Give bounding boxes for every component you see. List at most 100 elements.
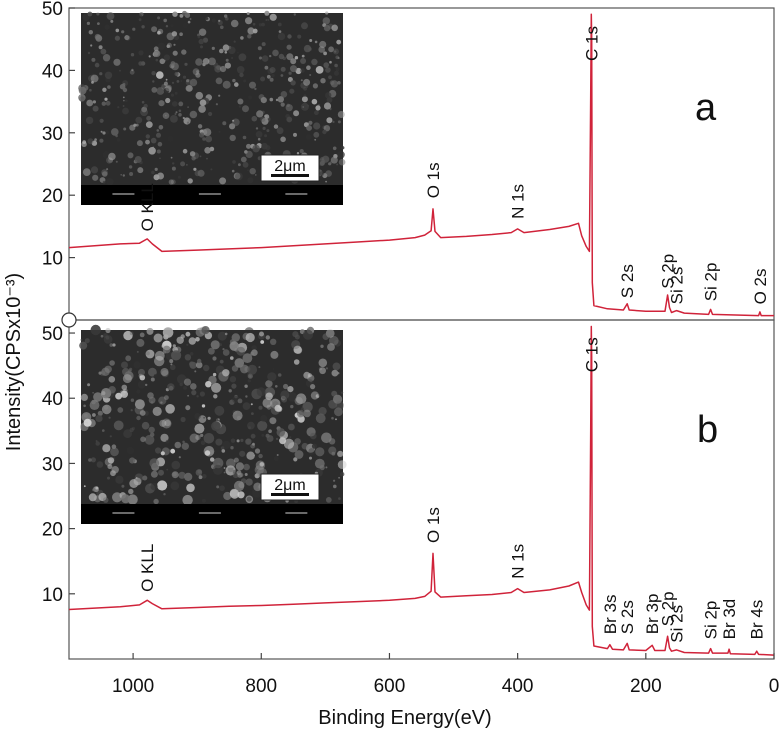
- sem-grain: [102, 171, 108, 177]
- sem-grain: [218, 19, 221, 22]
- sem-grain: [294, 346, 303, 354]
- sem-grain: [275, 98, 279, 102]
- sem-grain: [142, 475, 148, 481]
- sem-grain: [285, 104, 293, 112]
- sem-grain: [102, 180, 106, 184]
- sem-grain: [255, 127, 259, 130]
- sem-grain: [272, 368, 275, 370]
- sem-grain: [189, 352, 194, 356]
- sem-grain: [335, 55, 340, 60]
- sem-grain: [90, 74, 99, 83]
- sem-grain: [104, 97, 108, 101]
- scale-bar-label: 2μm: [274, 477, 305, 494]
- sem-grain: [312, 83, 318, 89]
- sem-grain: [177, 175, 181, 179]
- sem-grain: [265, 335, 270, 340]
- sem-grain: [165, 78, 168, 81]
- sem-grain: [195, 469, 203, 476]
- sem-grain: [157, 141, 163, 147]
- sem-grain: [311, 98, 318, 105]
- sem-grain: [242, 105, 249, 113]
- sem-grain: [305, 85, 309, 89]
- sem-grain: [262, 398, 272, 408]
- sem-grain: [217, 331, 227, 341]
- sem-grain: [301, 442, 309, 450]
- sem-grain: [219, 485, 225, 492]
- sem-grain: [157, 30, 161, 35]
- sem-grain: [330, 80, 338, 88]
- sem-grain: [145, 351, 150, 356]
- sem-grain: [334, 63, 338, 68]
- sem-grain: [301, 96, 308, 103]
- sem-grain: [151, 71, 156, 76]
- sem-grain: [334, 70, 339, 76]
- sem-grain: [87, 51, 91, 55]
- sem-grain: [78, 94, 86, 102]
- sem-grain: [224, 62, 231, 69]
- sem-grain-texture: [78, 10, 346, 186]
- sem-grain: [318, 46, 326, 53]
- sem-grain: [245, 478, 253, 486]
- y-tick-label: 10: [42, 585, 63, 606]
- sem-grain: [223, 471, 226, 474]
- sem-grain: [269, 97, 274, 102]
- sem-grain: [229, 123, 236, 130]
- sem-grain: [250, 433, 256, 439]
- sem-grain: [301, 22, 308, 30]
- sem-grain: [97, 410, 103, 416]
- sem-grain: [297, 415, 305, 423]
- sem-grain: [191, 156, 196, 161]
- sem-grain: [197, 358, 202, 364]
- sem-grain: [198, 38, 204, 45]
- sem-grain: [136, 338, 145, 347]
- sem-grain: [129, 479, 139, 488]
- sem-grain: [323, 62, 330, 68]
- sem-grain: [333, 394, 343, 404]
- sem-grain: [277, 373, 282, 377]
- sem-info-field: [198, 512, 221, 514]
- sem-grain: [90, 44, 93, 47]
- sem-grain: [202, 58, 210, 65]
- sem-grain: [157, 28, 164, 35]
- peak-label: O 1s: [424, 162, 443, 198]
- y-axis-a: 10 20 30 40 50: [42, 0, 75, 270]
- sem-info-field: [198, 193, 221, 195]
- sem-grain: [200, 440, 206, 446]
- sem-grain: [136, 350, 139, 353]
- sem-grain: [95, 441, 100, 446]
- sem-grain: [204, 147, 211, 154]
- sem-grain: [260, 340, 265, 344]
- sem-grain: [121, 384, 128, 391]
- sem-grain: [170, 156, 173, 159]
- sem-grain: [265, 19, 268, 21]
- sem-grain: [150, 470, 158, 478]
- sem-grain: [300, 407, 304, 411]
- sem-grain: [331, 416, 334, 420]
- sem-grain: [247, 364, 258, 375]
- sem-grain: [264, 134, 268, 138]
- peak-label: Si 2s: [668, 267, 687, 305]
- sem-grain: [220, 446, 225, 450]
- sem-grain: [201, 404, 206, 408]
- sem-grain: [275, 385, 278, 388]
- sem-grain: [170, 363, 173, 366]
- sem-grain: [131, 68, 134, 72]
- sem-grain: [246, 12, 250, 15]
- sem-grain: [90, 324, 101, 336]
- sem-grain: [111, 128, 119, 136]
- sem-grain: [205, 17, 209, 20]
- sem-grain: [122, 374, 132, 384]
- sem-grain: [80, 393, 88, 401]
- sem-grain: [97, 22, 100, 25]
- sem-grain: [314, 138, 317, 141]
- sem-grain: [195, 337, 200, 342]
- sem-grain: [87, 383, 91, 387]
- sem-grain: [107, 457, 115, 464]
- x-axis-title: Binding Energy(eV): [318, 707, 491, 729]
- sem-grain: [148, 55, 151, 58]
- sem-grain: [140, 108, 149, 117]
- sem-grain: [269, 13, 277, 21]
- sem-grain: [83, 404, 86, 408]
- sem-grain: [153, 374, 158, 378]
- sem-grain: [113, 58, 121, 66]
